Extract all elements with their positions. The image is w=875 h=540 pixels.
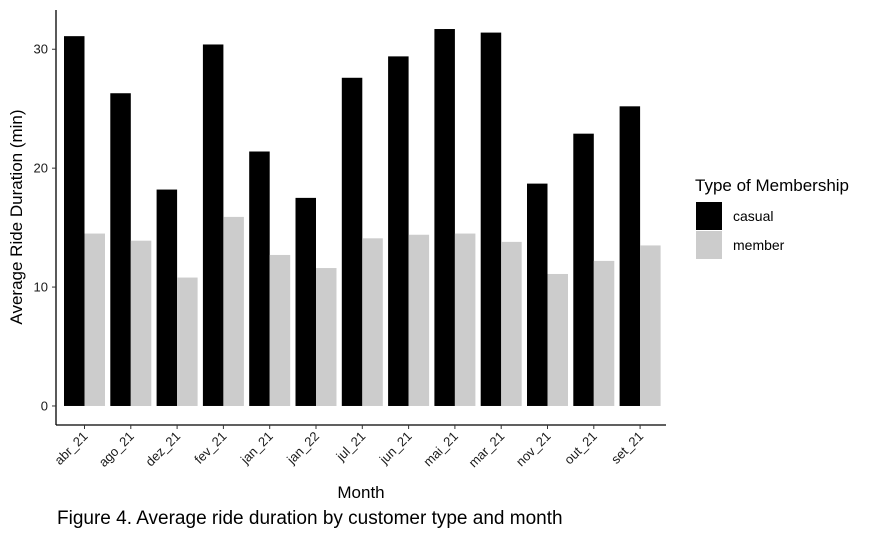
legend: Type of Membership casual member [695, 176, 849, 259]
x-tick-label: jun_21 [376, 429, 415, 468]
y-tick-label: 10 [34, 280, 48, 295]
bar-casual-jul_21 [341, 77, 363, 406]
y-ticks: 0 10 20 30 [34, 42, 56, 413]
x-tick-label: dez_21 [142, 429, 183, 470]
bar-member-jan_21 [269, 254, 291, 406]
x-tick-label: jul_21 [333, 429, 369, 465]
x-tick-label: jan_22 [283, 429, 322, 468]
bar-member-out_21 [593, 260, 615, 406]
bar-member-abr_21 [84, 233, 105, 406]
bar-member-nov_21 [547, 273, 568, 406]
x-tick-label: jan_21 [237, 429, 276, 468]
bar-member-jun_21 [408, 234, 430, 406]
bar-casual-out_21 [573, 133, 594, 406]
bar-casual-mai_21 [434, 29, 455, 406]
x-tick-label: out_21 [561, 429, 600, 468]
bar-member-mai_21 [454, 233, 476, 406]
legend-label-member: member [733, 237, 785, 253]
x-tick-label: fev_21 [191, 429, 229, 467]
bar-casual-nov_21 [527, 183, 548, 406]
x-ticks: abr_21 ago_21 dez_21 fev_21 jan_21 jan_22 jul_… [51, 425, 646, 470]
y-tick-label: 0 [41, 398, 48, 413]
bar-casual-ago_21 [110, 93, 131, 406]
x-tick-label: set_21 [608, 429, 646, 467]
bar-casual-set_21 [619, 106, 641, 406]
x-tick-label: abr_21 [51, 429, 90, 468]
bar-member-jan_22 [316, 268, 337, 406]
legend-key-member [696, 231, 722, 259]
bar-member-mar_21 [501, 241, 522, 406]
x-tick-label: nov_21 [513, 429, 554, 470]
bar-casual-jun_21 [388, 56, 409, 406]
bar-casual-abr_21 [64, 36, 85, 406]
bar-member-fev_21 [223, 216, 244, 406]
legend-key-casual [696, 202, 722, 230]
bar-casual-jan_21 [249, 151, 270, 406]
x-tick-label: ago_21 [96, 429, 137, 470]
y-tick-label: 20 [34, 161, 48, 176]
legend-label-casual: casual [733, 208, 773, 224]
y-tick-label: 30 [34, 42, 48, 57]
y-axis-title: Average Ride Duration (min) [7, 109, 26, 324]
bar-member-ago_21 [130, 240, 152, 406]
x-axis-title: Month [337, 483, 384, 502]
bar-casual-jan_22 [295, 197, 316, 406]
bars-layer [64, 29, 661, 406]
x-tick-label: mar_21 [466, 429, 508, 471]
legend-title: Type of Membership [695, 176, 849, 195]
axes-layer [55, 10, 666, 426]
bar-casual-fev_21 [202, 44, 224, 406]
bar-member-set_21 [640, 245, 661, 406]
bar-member-jul_21 [362, 238, 383, 406]
x-tick-label: mai_21 [420, 429, 461, 470]
bar-casual-dez_21 [156, 189, 178, 406]
bar-member-dez_21 [177, 277, 198, 406]
figure-caption: Figure 4. Average ride duration by custo… [57, 508, 563, 529]
bar-casual-mar_21 [480, 32, 502, 406]
